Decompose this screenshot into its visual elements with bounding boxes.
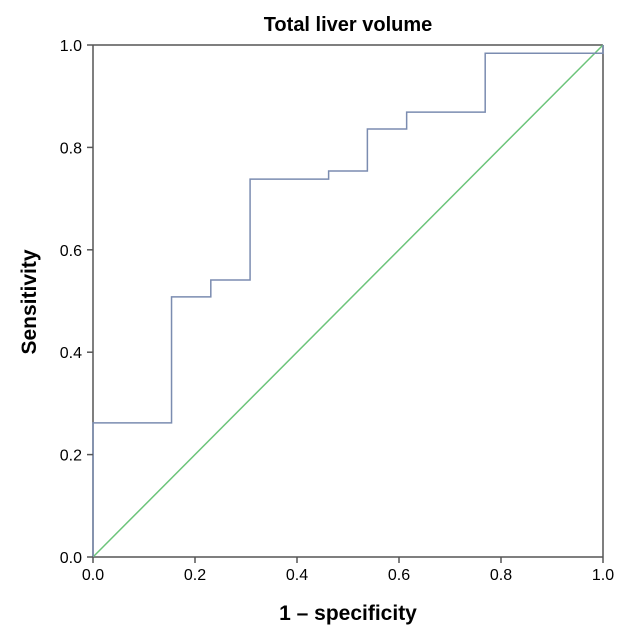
y-axis-label: Sensitivity: [18, 249, 41, 354]
y-tick-label: 0.8: [60, 140, 82, 157]
x-tick-label: 1.0: [592, 567, 614, 584]
x-tick-label: 0.8: [490, 567, 512, 584]
y-tick-label: 0.4: [60, 345, 82, 362]
y-axis-ticks: 0.0 0.2 0.4 0.6 0.8 1.0: [60, 38, 93, 567]
reference-line-layer: [92, 44, 604, 558]
x-axis-label: 1 – specificity: [279, 602, 417, 625]
x-tick-label: 0.6: [388, 567, 410, 584]
chart-title: Total liver volume: [264, 14, 433, 36]
y-tick-label: 1.0: [60, 38, 82, 55]
roc-curve: [92, 45, 604, 557]
x-tick-label: 0.2: [184, 567, 206, 584]
reference-line: [92, 44, 604, 558]
y-tick-label: 0.0: [60, 550, 82, 567]
y-tick-label: 0.6: [60, 243, 82, 260]
roc-curve-layer: [92, 45, 604, 557]
x-tick-label: 0.0: [82, 567, 104, 584]
y-tick-label: 0.2: [60, 448, 82, 465]
x-axis-ticks: 0.0 0.2 0.4 0.6 0.8 1.0: [82, 557, 614, 584]
x-tick-label: 0.4: [286, 567, 308, 584]
